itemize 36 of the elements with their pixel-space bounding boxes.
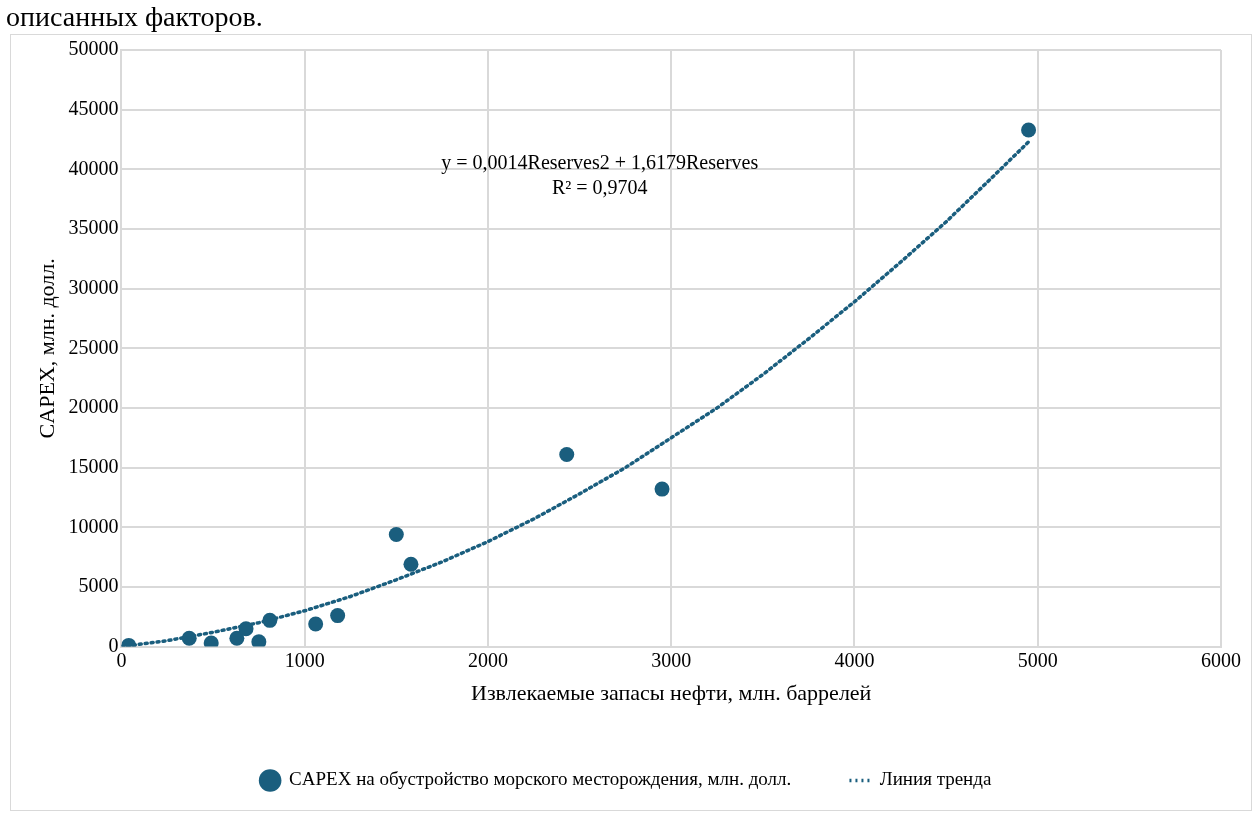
point: [403, 556, 419, 572]
y-axis-title: CAPEX, млн. долл.: [33, 258, 59, 439]
point: [238, 621, 254, 637]
x-tick-label: 5000: [1017, 648, 1058, 671]
point: [251, 634, 267, 647]
text: описанных факторов.: [5, 0, 264, 34]
x-tick-label: 1000: [284, 648, 325, 671]
y-tick-label: 15000: [68, 454, 119, 477]
point: [262, 612, 278, 628]
point: [388, 526, 404, 542]
y-tick-label: 35000: [68, 216, 119, 239]
y-tick-label: 50000: [68, 37, 119, 60]
y-tick-label: 30000: [68, 275, 119, 298]
point: [308, 616, 324, 632]
point: [1021, 122, 1037, 138]
point: [181, 630, 197, 646]
x-tick-label: 6000: [1201, 648, 1241, 671]
x-tick-label: 4000: [834, 648, 875, 671]
legend-label: Линия тренда: [879, 768, 992, 790]
x-tick-label: 3000: [651, 648, 692, 671]
y-tick-label: 10000: [68, 514, 119, 537]
y-tick-label: 45000: [68, 96, 119, 119]
annotation: y = 0,0014Reserves2 + 1,6179Reserves: [441, 151, 759, 175]
y-tick-label: 40000: [68, 156, 119, 179]
x-tick-label: 2000: [467, 648, 508, 671]
x-axis-title: Извлекаемые запасы нефти, млн. баррелей: [471, 679, 872, 705]
y-tick-label: 5000: [78, 574, 119, 597]
point: [559, 447, 575, 462]
point: [229, 630, 245, 646]
legend-label: CAPEX на обустройство морского месторождения, млн. долл.: [289, 768, 792, 790]
point: [330, 608, 346, 624]
y-tick-label: 0: [108, 633, 119, 656]
y-tick-label: 20000: [68, 395, 119, 418]
y-tick-label: 25000: [68, 335, 119, 358]
annotation: R² = 0,9704: [551, 176, 648, 199]
point: [654, 481, 670, 497]
